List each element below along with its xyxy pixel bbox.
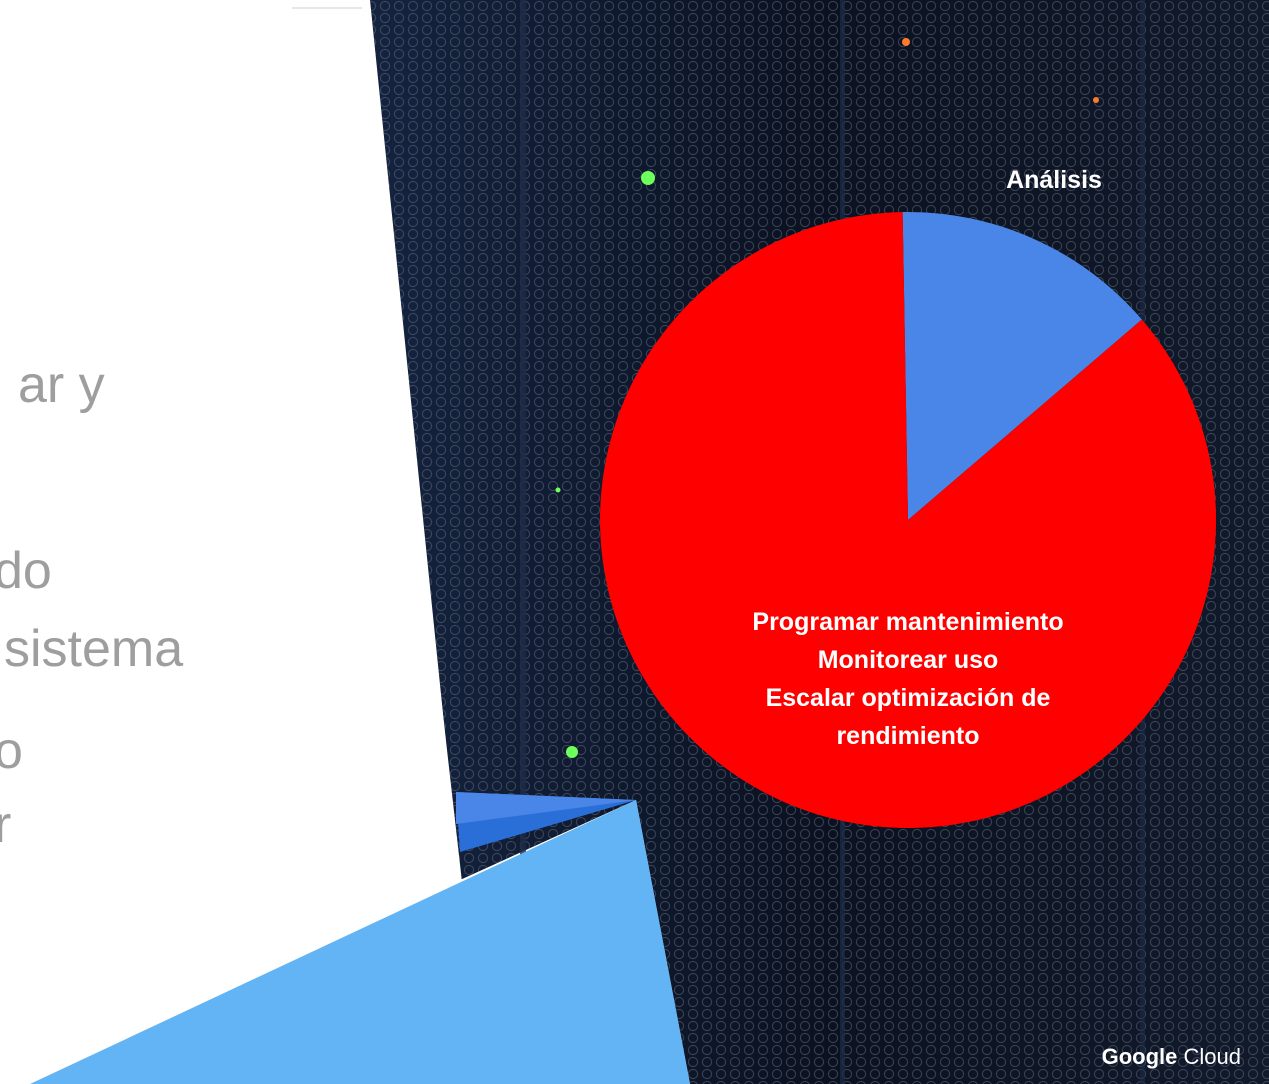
bullet-text: sistema	[4, 620, 184, 678]
rack-divider	[520, 0, 526, 1084]
brand-name: Google	[1101, 1044, 1178, 1069]
pie-slice-label: Análisis	[1006, 166, 1102, 194]
google-cloud-logo: Google Cloud	[1102, 1044, 1241, 1070]
status-led	[641, 171, 655, 185]
content-card	[0, 0, 462, 1084]
bullet-text: r	[0, 796, 12, 854]
brand-product: Cloud	[1183, 1044, 1241, 1069]
status-led	[902, 38, 910, 46]
pie-slice-label-line: Programar mantenimiento	[752, 608, 1063, 636]
bullet-text: ar y	[18, 356, 105, 414]
pie-slice-label-line: Monitorear uso	[818, 646, 999, 674]
pie-slice-label-line: Análisis	[1006, 166, 1102, 194]
pie-slice-label-line: rendimiento	[836, 722, 979, 750]
accent-ribbon-light	[30, 800, 690, 1084]
accent-ribbon-blue	[456, 792, 636, 824]
pie-slice-label-line: Escalar optimización de	[766, 684, 1051, 712]
pie-slice-label: Programar mantenimiento Monitorear uso Esc…	[752, 608, 1063, 750]
status-led	[1093, 97, 1099, 103]
pie-slice	[600, 212, 1217, 829]
status-led	[566, 746, 578, 758]
pie-slice	[902, 212, 1142, 520]
bullet-text: do	[0, 542, 52, 600]
status-led	[555, 487, 561, 493]
bullet-text: o	[0, 722, 23, 780]
